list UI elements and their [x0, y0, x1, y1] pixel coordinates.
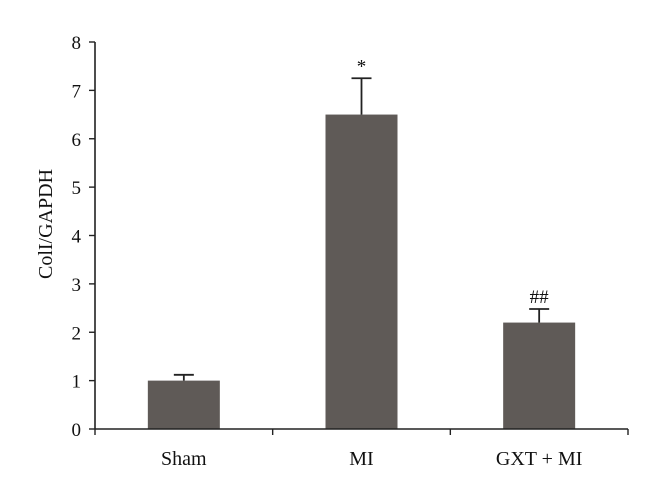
- x-axis-ticks: Sham MI GXT + MI: [94, 429, 629, 470]
- y-tick-label: 5: [72, 178, 82, 199]
- y-tick-label: 7: [72, 81, 82, 102]
- y-tick-label: 0: [72, 420, 82, 441]
- bar: [147, 380, 220, 429]
- y-tick-label: 4: [72, 227, 82, 248]
- significance-marker: ##: [530, 287, 550, 308]
- y-axis-label: ColI/GAPDH: [35, 169, 57, 279]
- bars-group: * ##: [147, 56, 576, 429]
- bar: [503, 322, 576, 429]
- y-tick-label: 1: [72, 372, 82, 393]
- x-category-label: Sham: [161, 448, 207, 470]
- y-tick-label: 3: [72, 275, 82, 296]
- y-tick-label: 2: [72, 323, 82, 344]
- bar: [325, 114, 398, 429]
- y-tick-label: 8: [72, 33, 82, 54]
- y-tick-label: 6: [72, 130, 82, 151]
- significance-marker: *: [357, 56, 367, 77]
- y-axis-ticks: 0 1 2 3 4 5 6 7 8: [72, 33, 95, 441]
- x-category-label: GXT + MI: [496, 448, 582, 470]
- x-category-label: MI: [349, 448, 373, 470]
